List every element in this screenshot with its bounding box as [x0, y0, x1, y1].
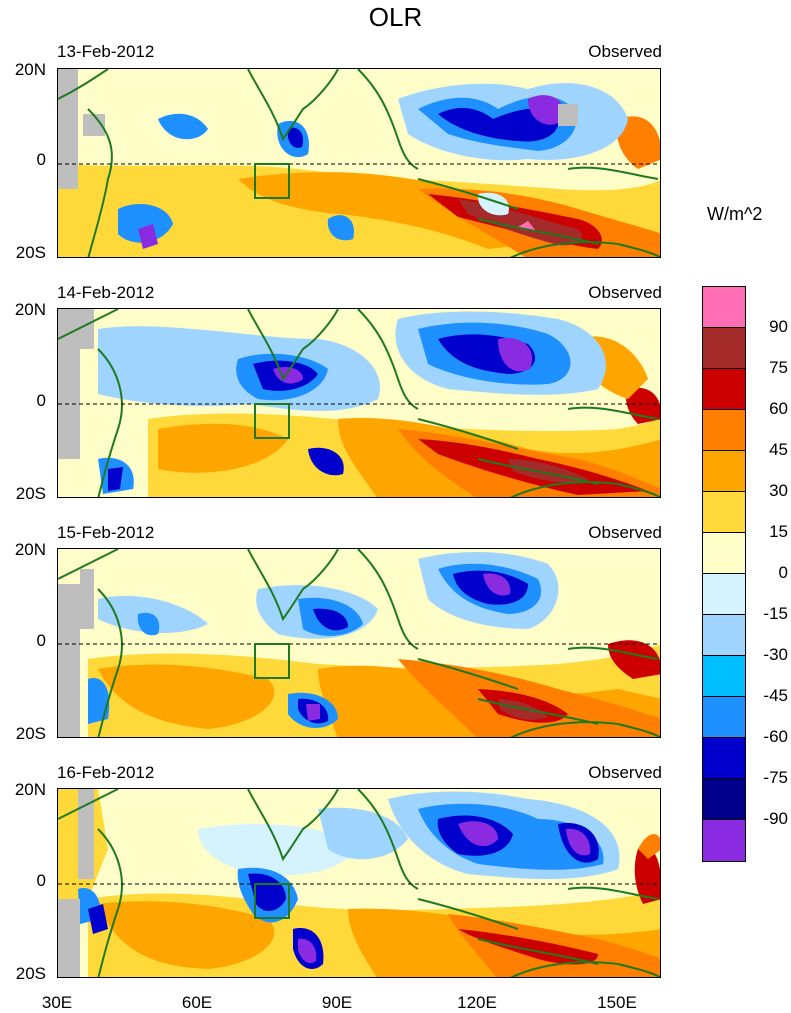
lon-label-30e: 30E — [41, 993, 73, 1012]
lat-label-20s: 20S — [15, 724, 46, 743]
lat-label-20s: 20S — [15, 243, 46, 262]
colorbar-swatch — [703, 410, 745, 451]
colorbar-swatch — [703, 533, 745, 574]
lon-label-150e: 150E — [597, 993, 637, 1012]
colorbar-swatch — [703, 492, 745, 533]
panel-source-2: Observed — [588, 283, 662, 302]
lat-label-eq: 0 — [36, 150, 46, 169]
lat-label-20n: 20N — [14, 780, 46, 799]
colorbar-label: -15 — [763, 604, 788, 623]
lat-label-20s: 20S — [15, 964, 46, 983]
lat-label-eq: 0 — [36, 631, 46, 650]
colorbar-label: 90 — [769, 317, 788, 336]
panel-date-2: 14-Feb-2012 — [57, 283, 155, 302]
lat-label-eq: 0 — [36, 871, 46, 890]
colorbar — [702, 286, 746, 862]
lon-label-90e: 90E — [321, 993, 353, 1012]
colorbar-swatch — [703, 615, 745, 656]
lon-label-60e: 60E — [181, 993, 213, 1012]
colorbar-label: 15 — [769, 522, 788, 541]
colorbar-swatch — [703, 820, 745, 861]
colorbar-label: -75 — [763, 768, 788, 787]
plot-title: OLR — [368, 2, 423, 32]
colorbar-label: -90 — [763, 809, 788, 828]
colorbar-swatch — [703, 451, 745, 492]
colorbar-swatch — [703, 779, 745, 820]
colorbar-swatch — [703, 287, 745, 328]
lat-label-20n: 20N — [14, 300, 46, 319]
colorbar-swatch — [703, 574, 745, 615]
lon-label-120e: 120E — [457, 993, 497, 1012]
lat-label-eq: 0 — [36, 391, 46, 410]
map-panel-1 — [57, 68, 661, 258]
colorbar-label: -45 — [763, 686, 788, 705]
colorbar-label: 0 — [778, 563, 788, 582]
colorbar-swatch — [703, 738, 745, 779]
panel-date-3: 15-Feb-2012 — [57, 523, 155, 542]
colorbar-swatch — [703, 656, 745, 697]
map-panel-2 — [57, 308, 661, 498]
map-panel-4 — [57, 788, 661, 978]
panel-source-4: Observed — [588, 763, 662, 782]
colorbar-swatch — [703, 328, 745, 369]
panel-date-1: 13-Feb-2012 — [57, 42, 155, 61]
colorbar-swatch — [703, 369, 745, 410]
colorbar-units: W/m^2 — [707, 204, 763, 224]
colorbar-label: 75 — [769, 358, 788, 377]
panel-date-4: 16-Feb-2012 — [57, 763, 155, 782]
colorbar-label: 60 — [769, 399, 788, 418]
colorbar-label: 30 — [769, 481, 788, 500]
colorbar-label: -60 — [763, 727, 788, 746]
lat-label-20n: 20N — [14, 60, 46, 79]
colorbar-swatch — [703, 697, 745, 738]
colorbar-label: 45 — [769, 440, 788, 459]
map-panel-3 — [57, 548, 661, 738]
lat-label-20s: 20S — [15, 484, 46, 503]
lat-label-20n: 20N — [14, 540, 46, 559]
panel-source-1: Observed — [588, 42, 662, 61]
panel-source-3: Observed — [588, 523, 662, 542]
colorbar-label: -30 — [763, 645, 788, 664]
